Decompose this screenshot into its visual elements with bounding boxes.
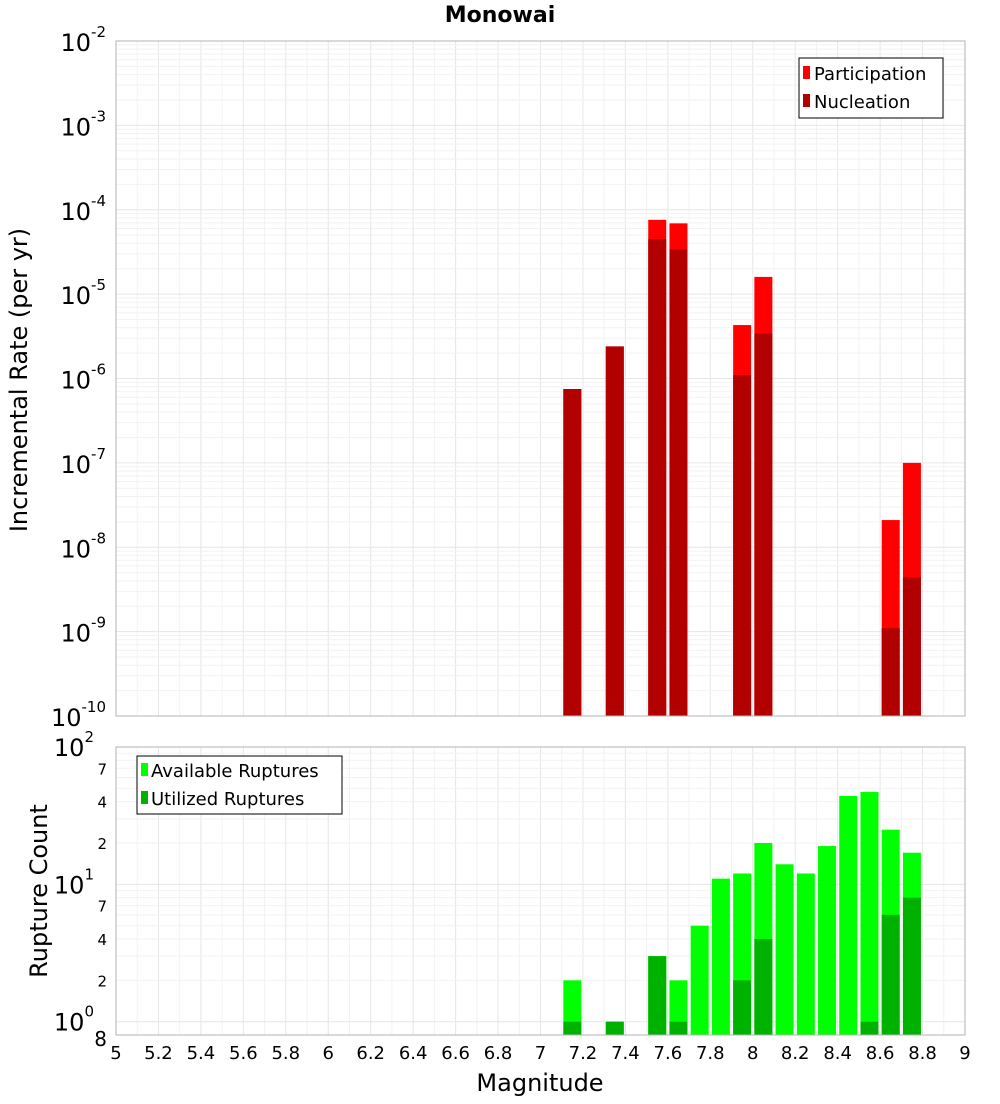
x-tick-label: 5.6 <box>229 1043 258 1064</box>
bar-nucleation <box>669 249 688 716</box>
x-tick-label: 5 <box>110 1043 121 1064</box>
bottom-legend: Available Ruptures Utilized Ruptures <box>136 755 343 815</box>
x-tick-label: 7.2 <box>569 1043 598 1064</box>
top-y-tick-label: 10-9 <box>60 614 106 648</box>
legend-swatch-utilized-ruptures <box>141 791 148 804</box>
x-tick-label: 5.8 <box>271 1043 300 1064</box>
bottom-y-axis-ticks: 100 101 102 8 2 4 7 2 4 7 <box>54 728 107 1051</box>
bar-utilized-ruptures <box>902 897 921 1035</box>
legend-label-available-ruptures: Available Ruptures <box>151 761 319 782</box>
x-tick-label: 8.2 <box>781 1043 810 1064</box>
bar-utilized-ruptures <box>860 1021 879 1035</box>
bottom-y-minor-tick-label: 7 <box>97 760 107 778</box>
x-tick-label: 6.6 <box>441 1043 470 1064</box>
legend-label-nucleation: Nucleation <box>814 92 910 113</box>
bar-nucleation <box>605 346 624 716</box>
x-tick-label: 9 <box>959 1043 970 1064</box>
bar-nucleation <box>902 577 921 716</box>
top-plot-grid <box>115 40 966 717</box>
bottom-y-tick-label: 102 <box>54 728 94 762</box>
top-y-tick-label: 10-6 <box>60 361 106 395</box>
bottom-y-minor-tick-label: 4 <box>97 931 107 949</box>
x-tick-label: 6.4 <box>399 1043 428 1064</box>
bottom-y-tick-label: 100 <box>54 1003 94 1037</box>
bar-utilized-ruptures <box>563 1021 582 1035</box>
bottom-y-minor-tick-label: 2 <box>97 972 107 990</box>
top-y-tick-label: 10-7 <box>60 445 106 479</box>
bar-nucleation <box>881 628 900 716</box>
bar-available-ruptures <box>669 980 688 1035</box>
bottom-y-minor-tick-label: 7 <box>97 898 107 916</box>
x-tick-label: 7 <box>535 1043 546 1064</box>
bar-available-ruptures <box>563 980 582 1035</box>
bottom-y-minor-tick-label: 2 <box>97 835 107 853</box>
top-legend-box <box>798 57 944 119</box>
legend-swatch-available-ruptures <box>141 763 148 776</box>
bar-nucleation <box>648 239 667 716</box>
bottom-y-minor-tick-label: 4 <box>97 794 107 812</box>
x-tick-label: 8.4 <box>823 1043 852 1064</box>
top-plot-area <box>115 40 966 717</box>
top-y-tick-label: 10-10 <box>51 698 106 732</box>
x-tick-label: 7.4 <box>611 1043 640 1064</box>
bar-nucleation <box>754 333 773 716</box>
bottom-plot-bars <box>563 792 921 1035</box>
x-axis-label: Magnitude <box>476 1069 603 1097</box>
legend-label-participation: Participation <box>814 64 926 85</box>
bar-available-ruptures <box>818 846 837 1035</box>
x-tick-label: 8.8 <box>908 1043 937 1064</box>
top-y-axis-label: Incremental Rate (per yr) <box>5 228 33 532</box>
top-legend: Participation Nucleation <box>798 57 944 119</box>
bar-utilized-ruptures <box>754 939 773 1035</box>
top-y-tick-label: 10-8 <box>60 529 106 563</box>
bar-available-ruptures <box>690 925 709 1035</box>
chart-title: Monowai <box>445 3 556 28</box>
x-tick-label: 5.2 <box>144 1043 173 1064</box>
x-tick-label: 8.6 <box>866 1043 895 1064</box>
bottom-y-minor-tick-label: 8 <box>94 1027 107 1051</box>
bar-utilized-ruptures <box>648 956 667 1035</box>
legend-swatch-nucleation <box>803 94 810 107</box>
top-y-tick-label: 10-5 <box>60 276 106 310</box>
bar-nucleation <box>733 375 752 716</box>
bar-available-ruptures <box>839 795 858 1035</box>
bar-available-ruptures <box>796 873 815 1035</box>
top-plot-bars <box>563 219 921 717</box>
bar-utilized-ruptures <box>733 980 752 1035</box>
x-tick-label: 7.6 <box>654 1043 683 1064</box>
top-y-tick-label: 10-2 <box>60 23 106 57</box>
x-tick-label: 7.8 <box>696 1043 725 1064</box>
x-tick-label: 6 <box>323 1043 334 1064</box>
x-tick-label: 8 <box>747 1043 758 1064</box>
x-tick-label: 6.8 <box>484 1043 513 1064</box>
legend-swatch-participation <box>803 66 810 79</box>
x-axis-ticks: 5 5.2 5.4 5.6 5.8 6 6.2 6.4 6.6 6.8 7 7.2 7.4 7.6 7.8 8… <box>110 1043 970 1064</box>
top-y-tick-label: 10-3 <box>60 107 106 141</box>
bottom-y-tick-label: 101 <box>54 865 94 899</box>
top-y-axis-ticks: 10-10 10-9 10-8 10-7 10-6 10-5 10-4 10-3 10-2 <box>51 23 106 732</box>
bottom-y-axis-label: Rupture Count <box>25 804 53 978</box>
bar-available-ruptures <box>860 792 879 1035</box>
bar-nucleation <box>563 389 582 716</box>
bar-utilized-ruptures <box>881 914 900 1035</box>
bar-utilized-ruptures <box>669 1021 688 1035</box>
bar-available-ruptures <box>711 878 730 1035</box>
bar-utilized-ruptures <box>605 1021 624 1035</box>
x-tick-label: 5.4 <box>187 1043 216 1064</box>
x-tick-label: 6.2 <box>356 1043 385 1064</box>
top-y-tick-label: 10-4 <box>60 192 106 226</box>
bottom-plot-area <box>115 746 966 1036</box>
bottom-legend-box <box>136 755 343 815</box>
bar-available-ruptures <box>775 864 794 1035</box>
legend-label-utilized-ruptures: Utilized Ruptures <box>151 789 304 810</box>
